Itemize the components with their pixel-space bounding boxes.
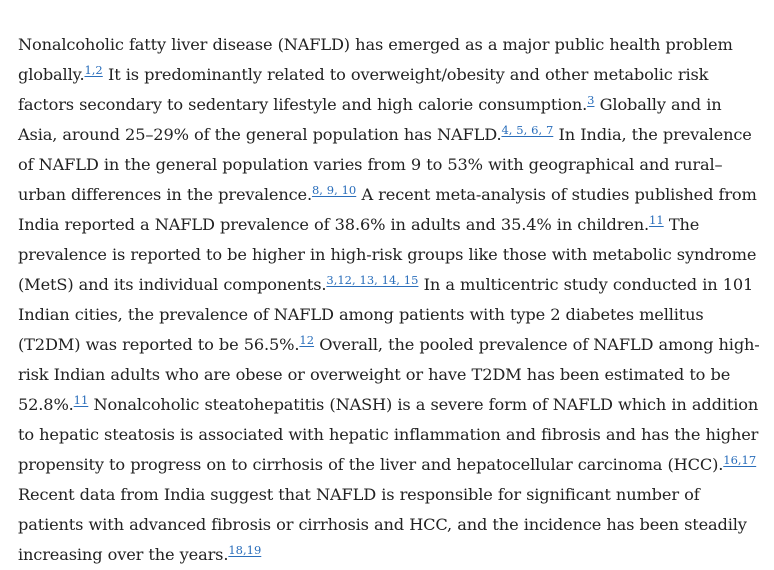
citation-link[interactable]: 8, 9, 10 [311, 183, 357, 197]
paragraph-text: Overall, the pooled prevalence of NAFLD … [18, 335, 760, 414]
body-paragraph: Nonalcoholic fatty liver disease (NAFLD)… [18, 30, 760, 570]
paragraph-text: It is predominantly related to overweigh… [18, 65, 709, 114]
citation-link[interactable]: 1,2 [84, 63, 103, 77]
paragraph-text: In India, the prevalence of NAFLD in the… [18, 125, 752, 204]
paragraph-text: A recent meta-analysis of studies publis… [18, 185, 757, 234]
citation-link[interactable]: 18,19 [228, 543, 262, 557]
paragraph-text: The prevalence is reported to be higher … [18, 215, 757, 294]
citation-link[interactable]: 12 [299, 333, 315, 347]
paragraph-text: Globally and in Asia, around 25–29% of t… [18, 95, 722, 144]
citation-link[interactable]: 3,12, 13, 14, 15 [326, 273, 419, 287]
paragraph-text: Nonalcoholic fatty liver disease (NAFLD)… [18, 35, 733, 84]
citation-link[interactable]: 11 [73, 393, 89, 407]
citation-link[interactable]: 11 [649, 213, 664, 227]
paragraph-text: In a multicentric study conducted in 101… [18, 275, 754, 354]
citation-link[interactable]: 3 [587, 93, 595, 107]
citation-link[interactable]: 4, 5, 6, 7 [501, 123, 554, 137]
paragraph-text: Recent data from India suggest that NAFL… [18, 485, 747, 564]
citation-link[interactable]: 16,17 [723, 453, 757, 467]
paragraph-text: Nonalcoholic steatohepatitis (NASH) is a… [18, 395, 759, 474]
